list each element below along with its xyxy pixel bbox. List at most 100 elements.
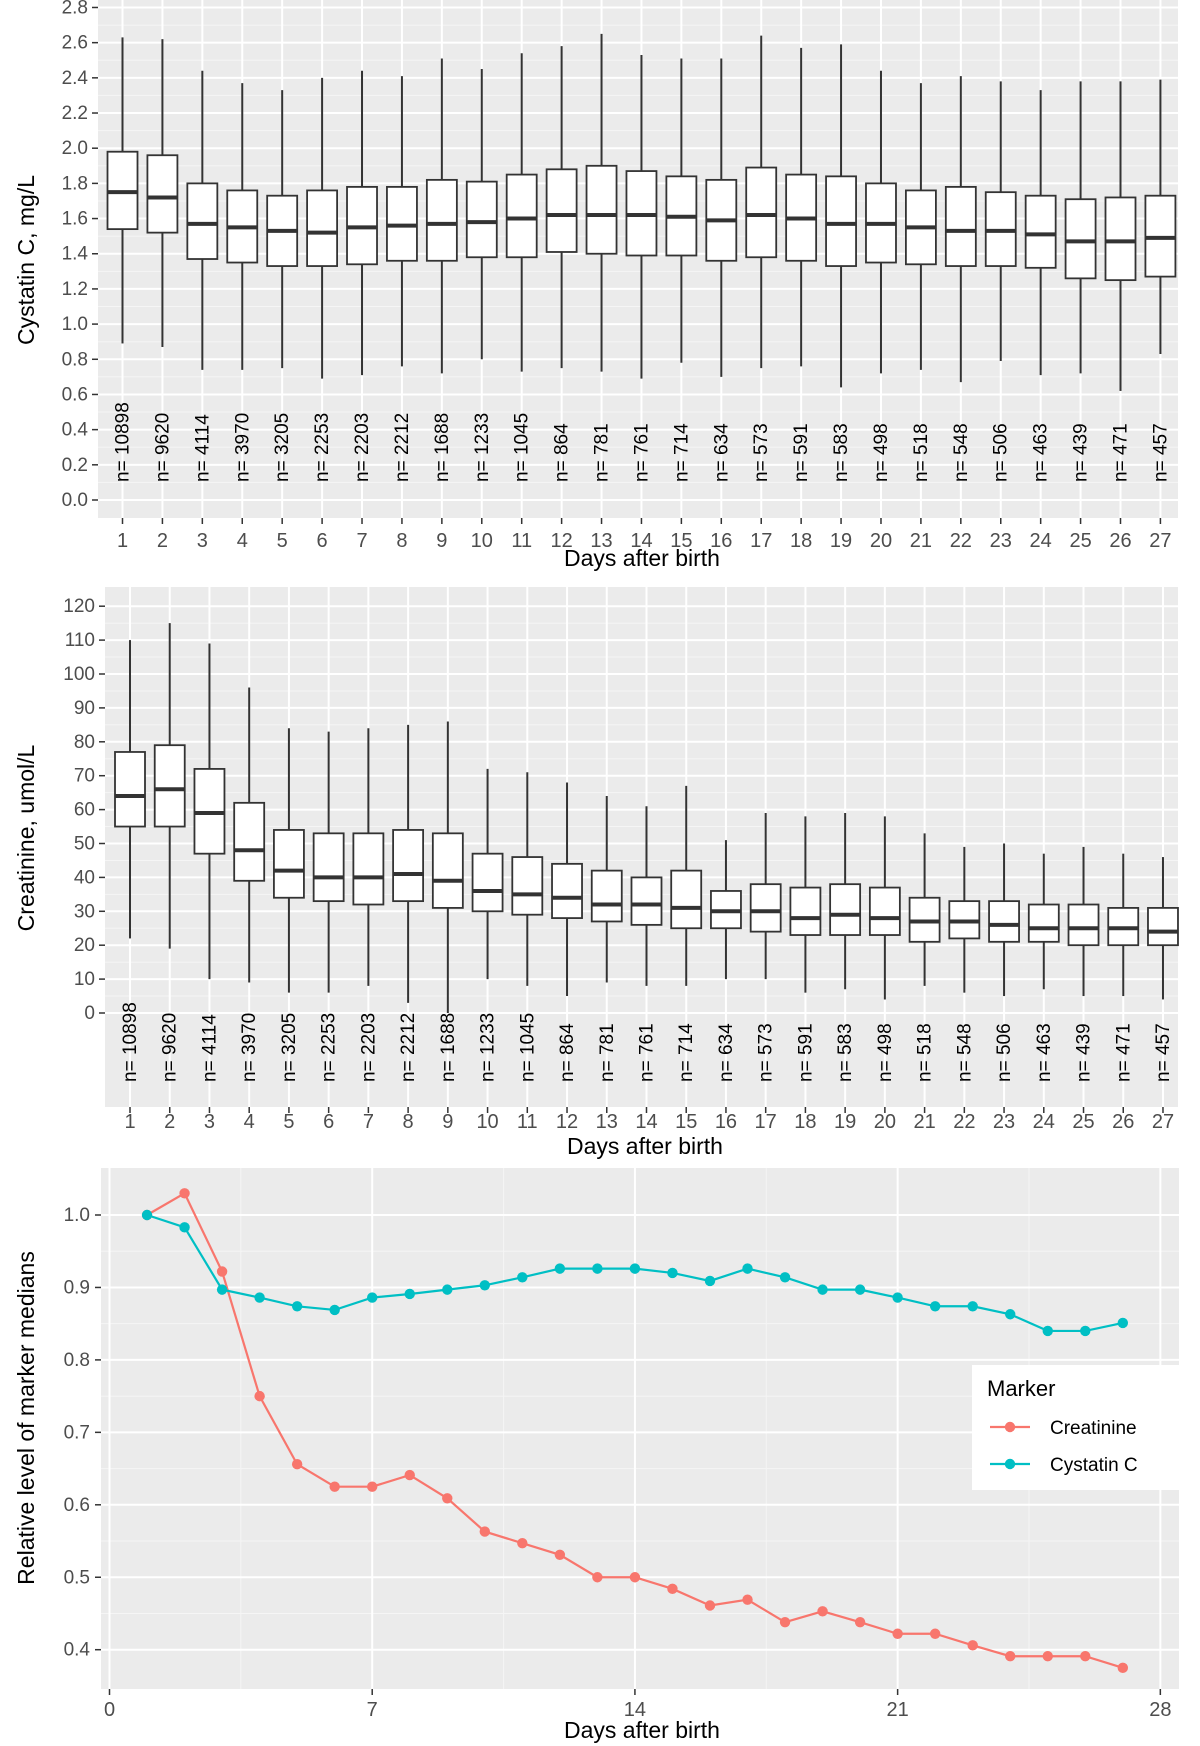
creatinine-point <box>479 1526 490 1537</box>
box-day-10 <box>465 69 498 360</box>
count-label: n= 10898 <box>120 1002 141 1082</box>
iqr-box <box>186 182 219 260</box>
box-day-14 <box>625 54 658 379</box>
count-label: n= 9620 <box>152 413 173 482</box>
creatinine-point <box>554 1549 566 1560</box>
box-day-16 <box>705 58 738 377</box>
cystatin-c-point <box>629 1263 641 1274</box>
box-day-22 <box>944 76 977 383</box>
box-day-9 <box>425 58 458 374</box>
box-day-21 <box>908 833 941 986</box>
creatinine-point <box>929 1628 941 1639</box>
iqr-box <box>352 832 385 906</box>
x-tick-label: 9 <box>442 1111 453 1133</box>
x-tick-label: 13 <box>596 1111 618 1133</box>
box-day-6 <box>306 77 339 379</box>
y-tick-label: 2.4 <box>62 68 89 89</box>
x-tick-label: 26 <box>1109 530 1131 552</box>
iqr-box <box>670 869 703 930</box>
iqr-box <box>153 744 186 828</box>
creatinine-point <box>254 1390 265 1402</box>
count-label: n= 573 <box>756 1023 777 1082</box>
box-day-25 <box>1064 81 1097 374</box>
creatinine-point <box>629 1572 641 1583</box>
box-day-3 <box>193 643 226 980</box>
iqr-box <box>988 900 1020 943</box>
iqr-box <box>1104 196 1137 282</box>
creatinine-point <box>1005 1651 1016 1662</box>
y-tick-label: 10 <box>74 969 95 990</box>
legend-title: Marker <box>987 1376 1055 1401</box>
cystatin-c-point <box>216 1284 228 1295</box>
creatinine-point <box>404 1469 415 1481</box>
x-tick-label: 8 <box>396 530 407 552</box>
box-day-12 <box>551 782 583 997</box>
count-label: n= 548 <box>951 423 972 482</box>
count-label: n= 583 <box>831 423 852 482</box>
creatinine-point <box>216 1266 228 1277</box>
count-label: n= 1045 <box>512 413 533 482</box>
creatinine-point <box>817 1606 828 1617</box>
box-day-26 <box>1104 81 1137 391</box>
iqr-box <box>745 166 778 259</box>
box-day-13 <box>585 33 618 372</box>
box-day-10 <box>471 768 504 980</box>
box-day-14 <box>630 806 663 986</box>
x-tick-label: 27 <box>1149 530 1171 552</box>
cystatin-c-point <box>179 1222 190 1233</box>
count-label: n= 498 <box>875 1023 896 1082</box>
x-tick-label: 12 <box>550 530 572 552</box>
box-day-4 <box>233 687 266 983</box>
cystatin-c-point <box>967 1301 978 1312</box>
box-day-23 <box>984 81 1017 362</box>
box-day-2 <box>146 39 179 347</box>
y-tick-label: 90 <box>74 698 95 719</box>
creatinine-point <box>179 1188 190 1199</box>
iqr-box <box>1064 198 1097 280</box>
count-label: n= 457 <box>1153 1023 1174 1082</box>
cystatin-c-point <box>592 1263 603 1274</box>
count-label: n= 761 <box>636 1023 657 1082</box>
cystatin-c-point <box>742 1263 753 1274</box>
box-day-24 <box>1027 853 1060 990</box>
y-tick-label: 0.8 <box>62 349 88 370</box>
count-label: n= 583 <box>835 1023 856 1082</box>
y-tick-label: 0.5 <box>64 1567 90 1588</box>
box-day-8 <box>386 76 418 367</box>
count-label: n= 714 <box>676 1023 697 1082</box>
count-label: n= 506 <box>994 1023 1015 1082</box>
y-tick-label: 1.8 <box>62 173 88 194</box>
count-label: n= 506 <box>991 423 1012 482</box>
cystatin-c-point <box>141 1209 153 1221</box>
x-tick-label: 11 <box>511 530 532 552</box>
count-label: n= 1688 <box>432 413 453 482</box>
creatinine-point <box>1042 1651 1053 1662</box>
creatinine-point <box>742 1594 753 1605</box>
iqr-box <box>233 801 266 882</box>
count-label: n= 1233 <box>472 413 493 482</box>
cystatin-c-point <box>1080 1325 1091 1337</box>
y-tick-label: 80 <box>74 732 95 753</box>
count-label: n= 634 <box>716 1023 737 1082</box>
box-day-27 <box>1144 79 1177 355</box>
x-tick-label: 21 <box>910 530 932 552</box>
box-day-11 <box>505 53 538 372</box>
count-label: n= 864 <box>557 1023 578 1082</box>
x-tick-label: 25 <box>1072 1111 1094 1133</box>
x-tick-label: 11 <box>517 1111 538 1133</box>
creatinine-x-axis-title: Days after birth <box>567 1133 723 1159</box>
y-tick-label: 1.2 <box>62 279 88 300</box>
iqr-box <box>146 154 179 234</box>
creatinine-point <box>592 1572 603 1583</box>
creatinine-point <box>1117 1662 1129 1674</box>
box-day-26 <box>1107 853 1140 997</box>
box-day-3 <box>186 70 219 370</box>
count-label: n= 498 <box>871 423 892 482</box>
box-day-22 <box>948 846 981 993</box>
y-tick-label: 0.2 <box>62 455 88 476</box>
count-label: n= 761 <box>631 423 652 482</box>
count-label: n= 518 <box>911 423 932 482</box>
iqr-box <box>471 852 504 913</box>
y-tick-label: 2.0 <box>62 138 88 159</box>
